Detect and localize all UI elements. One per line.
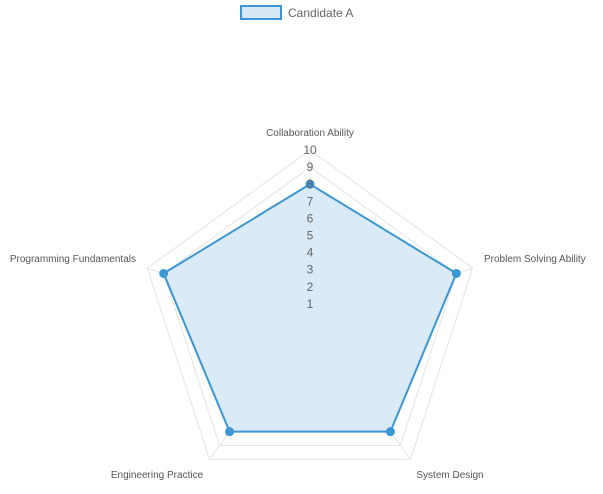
data-point[interactable] xyxy=(305,179,315,189)
axis-label: Problem Solving Ability xyxy=(484,254,586,265)
grid-ring-10 xyxy=(146,149,474,460)
legend-swatch[interactable] xyxy=(240,5,282,20)
tick-label: 5 xyxy=(307,229,314,243)
series-layer xyxy=(159,179,461,437)
tick-label: 7 xyxy=(307,194,314,208)
data-point[interactable] xyxy=(385,427,395,437)
tick-label: 8 xyxy=(307,177,314,191)
tick-label: 9 xyxy=(307,160,314,174)
tick-labels: 1 2 3 4 5 6 7 8 9 10 xyxy=(303,143,317,311)
axis-label: Programming Fundamentals xyxy=(10,254,136,265)
tick-label: 4 xyxy=(307,246,314,260)
axis-labels: Collaboration Ability Problem Solving Abi… xyxy=(10,128,586,481)
data-point[interactable] xyxy=(225,427,235,437)
legend[interactable]: Candidate A xyxy=(240,5,353,20)
series-area-0 xyxy=(162,183,458,433)
axis-label: Collaboration Ability xyxy=(266,128,354,139)
axis-label: System Design xyxy=(416,470,483,481)
tick-label: 3 xyxy=(307,263,314,277)
data-point[interactable] xyxy=(159,268,169,278)
data-point[interactable] xyxy=(451,268,461,278)
legend-label[interactable]: Candidate A xyxy=(288,6,353,20)
grid-ring-9 xyxy=(163,166,457,447)
tick-label: 10 xyxy=(303,143,317,157)
tick-label: 6 xyxy=(307,211,314,225)
tick-label: 2 xyxy=(307,280,314,294)
tick-label: 1 xyxy=(307,297,314,311)
axis-label: Engineering Practice xyxy=(111,470,204,481)
